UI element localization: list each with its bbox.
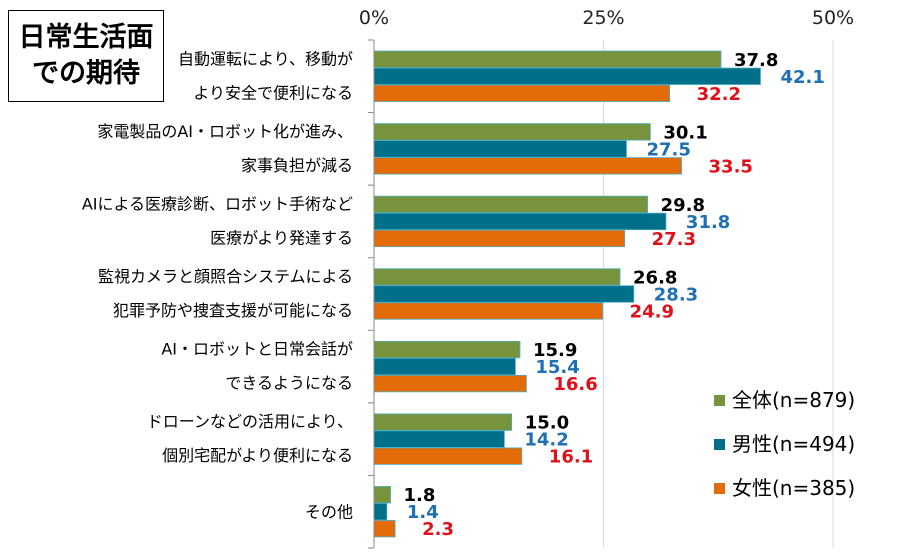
bar — [373, 413, 513, 431]
bar — [373, 195, 648, 214]
bar — [373, 140, 627, 158]
chart-title-line-1: 日常生活面 — [18, 22, 154, 53]
category-label: 個別宅配がより便利になる — [162, 446, 353, 465]
bar — [373, 50, 722, 68]
data-label: 31.8 — [686, 212, 730, 233]
bar — [373, 212, 667, 231]
bar — [373, 520, 396, 538]
bar — [373, 340, 521, 359]
bar — [373, 503, 388, 521]
data-label: 42.1 — [780, 67, 824, 88]
bar — [373, 157, 682, 175]
category-label: AIによる医療診断、ロボット手術など — [82, 194, 353, 213]
category-label: 家電製品のAI・ロボット化が進み、 — [97, 122, 353, 141]
data-label: 1.8 — [404, 485, 436, 506]
data-label: 15.4 — [535, 357, 579, 378]
data-label: 30.1 — [663, 122, 707, 143]
bar — [373, 447, 523, 465]
data-label: 29.8 — [661, 195, 705, 216]
legend-swatch — [714, 395, 725, 406]
bar — [373, 486, 391, 504]
category-label: 犯罪予防や捜査支援が可能になる — [113, 301, 353, 320]
chart-title-line-2: での期待 — [32, 58, 140, 89]
bar — [373, 84, 670, 102]
chart-title-box: 日常生活面 での期待 — [8, 10, 164, 102]
data-label: 14.2 — [524, 430, 568, 451]
legend-label: 女性(n=385) — [732, 476, 855, 500]
category-label: 医療がより発達する — [210, 228, 353, 247]
category-label: より安全で便利になる — [193, 83, 353, 102]
category-label: AI・ロボットと日常会話が — [161, 340, 353, 359]
data-label: 33.5 — [709, 156, 753, 177]
data-label: 15.0 — [525, 413, 569, 434]
data-label: 24.9 — [630, 302, 674, 323]
data-label: 2.3 — [422, 519, 454, 540]
data-label: 15.9 — [533, 340, 577, 361]
category-label: 自動運転により、移動が — [178, 49, 353, 68]
category-label: 監視カメラと顔照合システムによる — [98, 267, 353, 286]
bar — [373, 302, 603, 320]
bar — [373, 67, 761, 85]
bar — [373, 430, 505, 448]
legend-label: 男性(n=494) — [732, 432, 855, 456]
legend-swatch — [714, 483, 725, 494]
category-label: できるようになる — [225, 374, 353, 393]
x-tick-label: 50% — [812, 7, 854, 29]
legend-label: 全体(n=879) — [732, 388, 855, 412]
data-label: 16.6 — [553, 374, 597, 395]
data-label: 37.8 — [734, 50, 778, 71]
data-label: 27.3 — [652, 229, 696, 250]
category-label: 家事負担が減る — [241, 156, 353, 175]
bar — [373, 285, 635, 303]
x-tick-label: 0% — [359, 7, 389, 29]
bar — [373, 123, 651, 141]
data-label: 1.4 — [407, 502, 439, 523]
bar — [373, 357, 516, 376]
bar — [373, 229, 626, 248]
data-label: 28.3 — [654, 285, 698, 306]
category-label: その他 — [305, 503, 353, 522]
x-tick-label: 25% — [582, 7, 624, 29]
bar — [373, 374, 527, 393]
data-label: 32.2 — [697, 84, 741, 105]
bar — [373, 268, 621, 286]
data-label: 26.8 — [633, 268, 677, 289]
category-label: ドローンなどの活用により、 — [147, 412, 353, 431]
data-label: 27.5 — [646, 139, 690, 160]
data-label: 16.1 — [549, 447, 593, 468]
legend-swatch — [714, 439, 725, 450]
